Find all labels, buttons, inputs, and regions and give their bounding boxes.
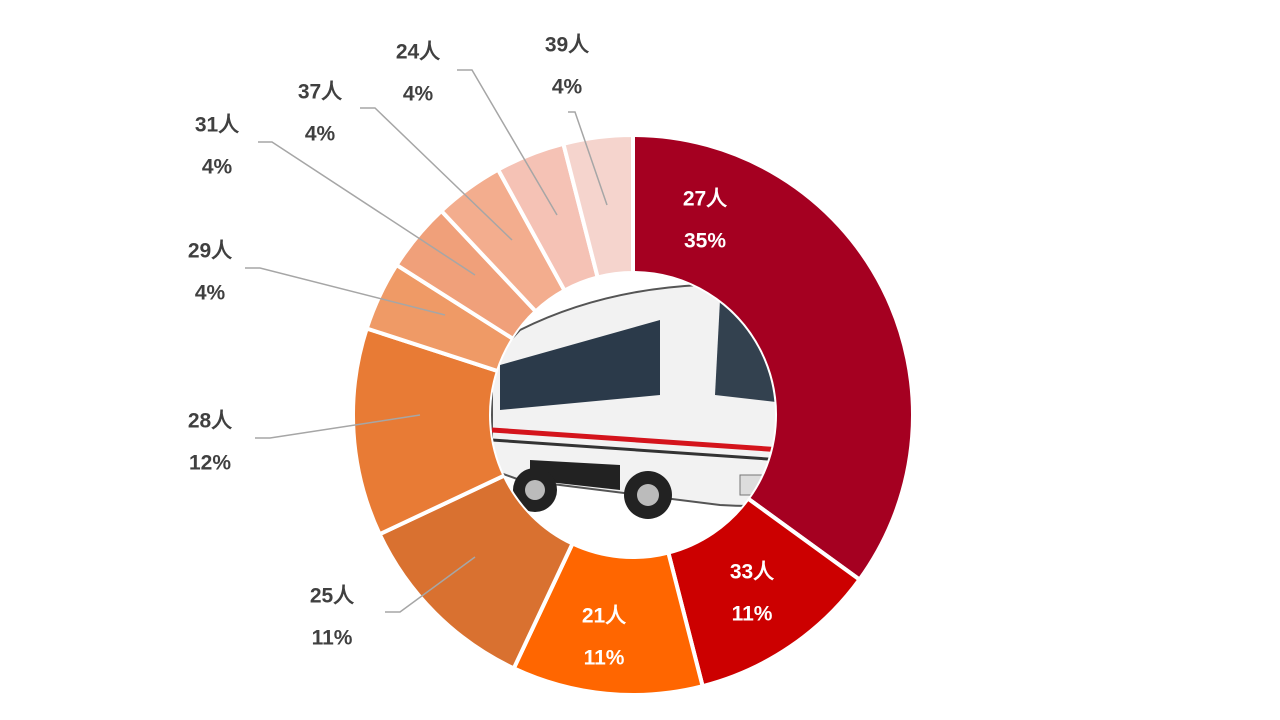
labels: 27人 35% 33人 11% 21人 11% 25人 11% 28人 12% 29人 4% 31人 4%… xyxy=(188,34,774,670)
category-label: 29人 xyxy=(188,240,232,263)
category-label: 33人 xyxy=(730,561,774,584)
leader-line xyxy=(457,69,558,216)
leader-line xyxy=(360,107,513,241)
category-label: 21人 xyxy=(582,605,626,628)
category-label: 39人 xyxy=(545,34,589,57)
category-label: 31人 xyxy=(195,114,239,137)
value-label: 11% xyxy=(584,647,625,670)
leader-line xyxy=(255,414,421,439)
category-label: 25人 xyxy=(310,585,354,608)
leader-line xyxy=(245,267,446,316)
category-label: 37人 xyxy=(298,81,342,104)
value-label: 4% xyxy=(552,76,583,99)
leader-line xyxy=(385,556,476,613)
value-label: 11% xyxy=(732,603,773,626)
value-label: 4% xyxy=(403,83,434,106)
leader-line xyxy=(568,111,608,206)
leader-line xyxy=(258,141,476,276)
value-label: 4% xyxy=(195,282,226,305)
value-label: 11% xyxy=(312,627,353,650)
value-label: 4% xyxy=(202,156,233,179)
category-label: 24人 xyxy=(396,41,440,64)
donut xyxy=(351,132,915,697)
category-label: 27人 xyxy=(683,188,727,211)
value-label: 35% xyxy=(684,230,726,253)
category-label: 28人 xyxy=(188,410,232,433)
value-label: 12% xyxy=(189,452,231,475)
value-label: 4% xyxy=(305,123,336,146)
